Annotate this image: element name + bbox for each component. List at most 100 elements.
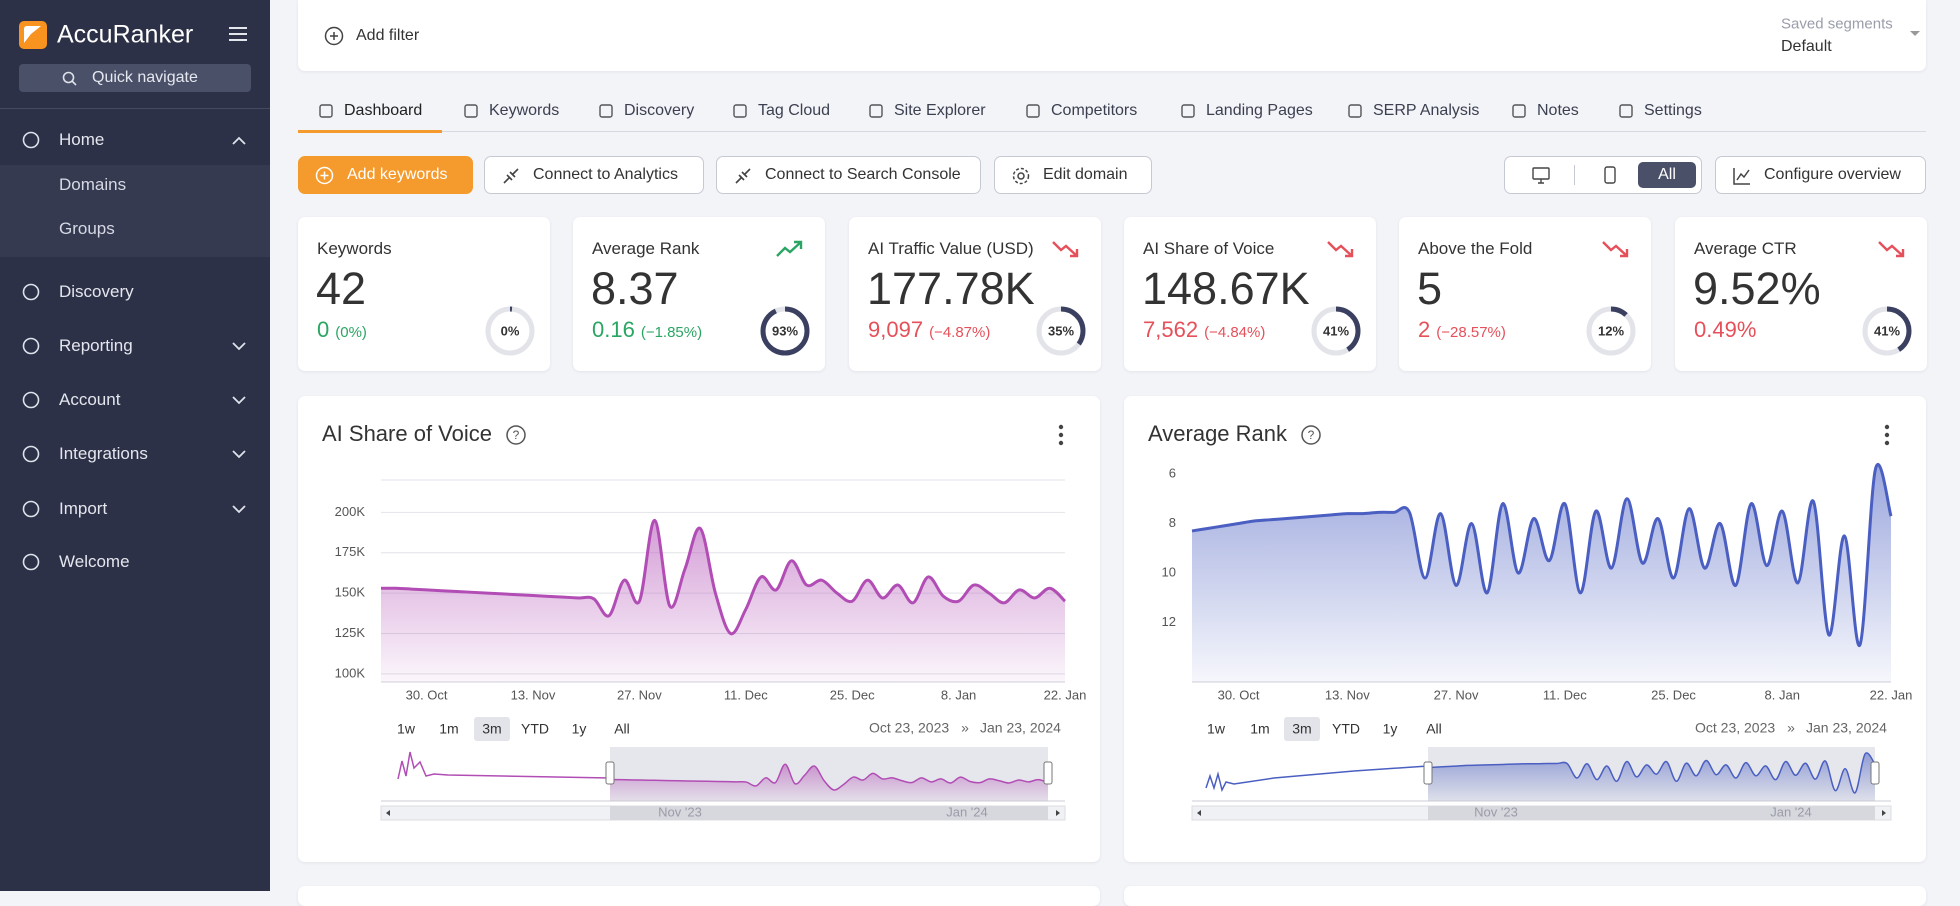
chevron [232,396,246,405]
range-button[interactable]: 1w [397,721,416,737]
menu-icon [22,445,40,463]
date-from: Oct 23, 2023 [1695,720,1775,736]
menu-item[interactable]: Home [59,130,105,149]
kpi-change: 0.16 [592,317,635,342]
tab[interactable]: Dashboard [344,102,423,119]
submenu-item[interactable]: Groups [59,219,115,238]
tab-icon [1348,104,1362,118]
help-mark: ? [1308,428,1315,442]
kebab-dot [1058,440,1064,446]
range-button[interactable]: All [614,721,630,737]
navigator-handle[interactable] [1423,761,1433,785]
configure-overview-button[interactable]: Configure overview [1715,156,1926,194]
kebab-dot [1058,432,1064,438]
tab[interactable]: Discovery [624,102,695,119]
tab[interactable]: Site Explorer [894,102,986,119]
y-tick-label: 200K [335,504,366,519]
range-button[interactable]: YTD [1332,721,1360,737]
y-tick-label: 8 [1169,515,1176,530]
tab[interactable]: SERP Analysis [1373,102,1480,119]
menu-item[interactable]: Integrations [59,444,148,463]
segments-value[interactable]: Default [1781,38,1832,55]
menu-item[interactable]: Discovery [59,282,134,301]
submenu-item[interactable]: Domains [59,175,127,194]
gauge: 41% [1311,306,1361,356]
gauge: 35% [1036,306,1086,356]
gauge: 93% [760,306,810,356]
menu-item[interactable]: Reporting [59,336,133,355]
range-button[interactable]: 1y [1383,721,1398,737]
range-button[interactable]: 1m [1250,721,1269,737]
range-button[interactable]: 1w [1207,721,1226,737]
kpi-change: 0 [317,317,330,342]
tab[interactable]: Notes [1537,102,1579,119]
date-sep: » [1787,720,1795,736]
kpi-change-row: 0.49% [1694,317,1756,343]
range-button[interactable]: 1m [439,721,458,737]
add-filter[interactable]: Add filter [356,27,420,44]
tab-icon [1026,104,1040,118]
icon-shape [869,104,883,118]
hamburger[interactable] [228,26,248,42]
kpi-change-row: 2 (−28.57%) [1418,317,1506,343]
x-tick-label: 25. Dec [830,687,875,702]
menu-item[interactable]: Welcome [59,552,130,571]
icon-shape [22,445,40,463]
range-button[interactable]: 3m [482,721,501,737]
icon-shape [1181,104,1195,118]
icon-shape [599,104,613,118]
device-all[interactable]: All [1638,162,1696,188]
menu-icon [22,391,40,409]
y-tick-label: 125K [335,625,366,640]
kpi-change-row: 0.16 (−1.85%) [592,317,702,343]
gauge: 0% [485,306,535,356]
x-tick-label: 27. Nov [1434,687,1479,702]
range-button[interactable]: All [1426,721,1442,737]
x-tick-label: 13. Nov [1325,687,1370,702]
range-button[interactable]: 1y [572,721,587,737]
range-button[interactable]: 3m [1292,721,1311,737]
connect-analytics-button[interactable]: Connect to Analytics [484,156,704,194]
menu-item[interactable]: Account [59,390,121,409]
navigator-handle[interactable] [1043,761,1053,785]
quick-navigate[interactable]: Quick navigate [19,64,251,92]
x-tick-label: 30. Oct [1218,687,1260,702]
edit-domain-button[interactable]: Edit domain [994,156,1152,194]
scrollbar-thumb[interactable] [1428,806,1875,820]
menu-icon [22,131,40,149]
tab[interactable]: Settings [1644,102,1702,119]
kpi-change-pct: (−4.84%) [1204,324,1266,341]
tab[interactable]: Landing Pages [1206,102,1313,119]
chevron [232,342,246,351]
navigator-handle[interactable] [605,761,615,785]
device-toggle[interactable]: All [1504,156,1702,194]
icon-shape [22,131,40,149]
help-icon [1301,425,1321,445]
connect-search-console-button[interactable]: Connect to Search Console [716,156,981,194]
navigator-handle[interactable] [1870,761,1880,785]
tab-icon [1512,104,1526,118]
gauge-label: 0% [501,323,520,338]
kpi-value: 42 [316,263,367,314]
chevron [232,136,246,145]
menu-item[interactable]: Import [59,499,108,518]
trend-shape [1327,241,1354,258]
gauge-arc [485,306,535,356]
tab[interactable]: Tag Cloud [758,102,831,119]
chevron-shape [232,342,246,351]
kpi-title: Average Rank [592,239,700,258]
icon-shape [22,283,40,301]
tab[interactable]: Competitors [1051,102,1138,119]
range-button[interactable]: YTD [521,721,549,737]
add-keywords-button[interactable]: Add keywords [298,156,473,194]
kebab-dot [1058,424,1064,430]
x-tick-label: 22. Jan [1044,687,1087,702]
scrollbar-thumb[interactable] [610,806,1048,820]
connect-analytics-label: Connect to Analytics [533,166,678,183]
tab[interactable]: Keywords [489,102,560,119]
trend-arrow [1602,241,1629,258]
gauge-arc [760,306,810,356]
area [1192,464,1891,682]
kebab-dot [1884,432,1890,438]
